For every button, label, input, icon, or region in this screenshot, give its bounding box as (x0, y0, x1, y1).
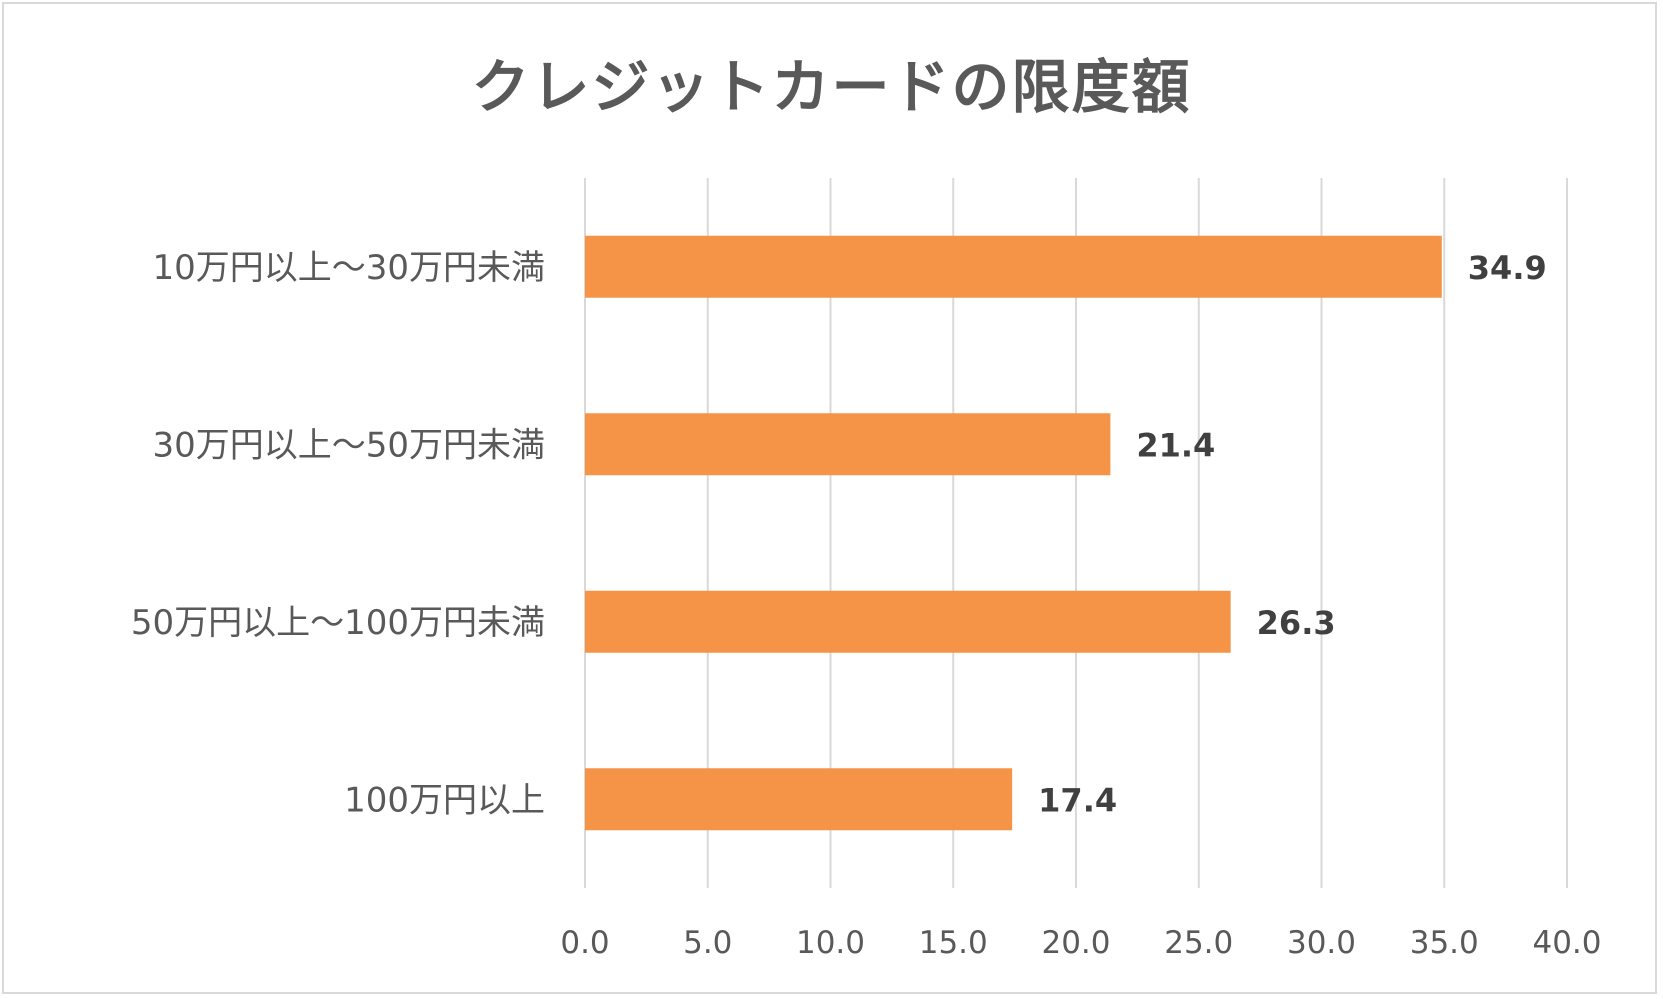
data-label: 21.4 (1136, 426, 1215, 464)
x-tick-label: 0.0 (560, 925, 609, 961)
category-label: 50万円以上～100万円未満 (131, 603, 545, 643)
category-label: 30万円以上～50万円未満 (152, 425, 545, 465)
x-tick-label: 40.0 (1532, 925, 1601, 961)
x-tick-label: 30.0 (1287, 925, 1356, 961)
x-tick-label: 15.0 (919, 925, 988, 961)
data-label: 34.9 (1468, 249, 1547, 287)
category-labels: 10万円以上～30万円未満 30万円以上～50万円未満 50万円以上～100万円未満… (131, 248, 545, 821)
category-label: 100万円以上 (344, 780, 545, 820)
tick-labels: 0.0 5.0 10.0 15.0 20.0 25.0 30.0 35.0 40.0 (560, 925, 1601, 961)
x-tick-label: 5.0 (683, 925, 732, 961)
category-label: 10万円以上～30万円未満 (152, 248, 545, 288)
bar (585, 235, 1442, 298)
chart-title: クレジットカードの限度額 (471, 53, 1192, 121)
bar (585, 413, 1111, 476)
data-label: 26.3 (1257, 604, 1336, 642)
data-label: 17.4 (1038, 781, 1117, 819)
x-tick-label: 35.0 (1410, 925, 1479, 961)
bars (585, 235, 1442, 831)
data-labels: 34.9 21.4 26.3 17.4 (1038, 249, 1547, 820)
x-tick-label: 25.0 (1164, 925, 1233, 961)
x-tick-label: 10.0 (796, 925, 865, 961)
x-tick-label: 20.0 (1041, 925, 1110, 961)
bar (585, 768, 1013, 831)
bar (585, 590, 1231, 653)
